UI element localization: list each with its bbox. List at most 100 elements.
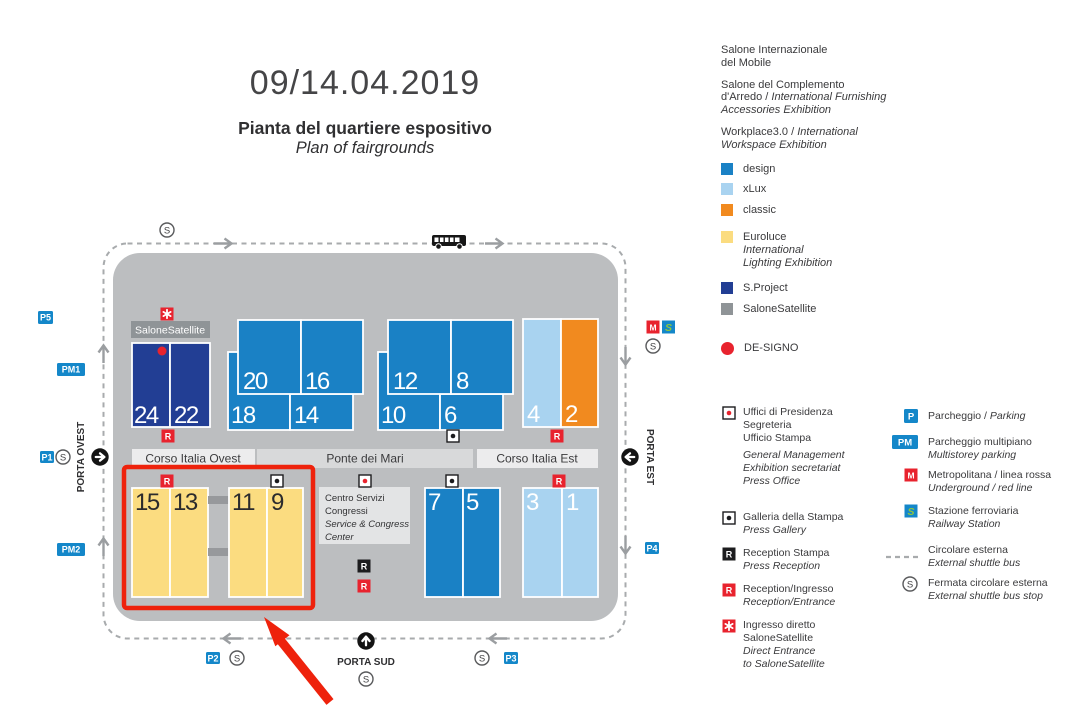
hall-label: 12	[393, 368, 418, 395]
satellite-direct-entrance-icon	[721, 618, 737, 634]
legend-item-press-reception: Reception Stampa Press Reception	[721, 547, 896, 573]
parking-icon: P	[904, 409, 918, 423]
legend-item-shuttle-line: Circolare esterna External shuttle bus	[884, 544, 1080, 570]
street-label: Ponte dei Mari	[326, 452, 403, 466]
reception-entrance-icon	[722, 583, 736, 597]
service-congress-center: Centro Servizi Congressi Service & Congr…	[319, 487, 410, 544]
hall-label: 6	[444, 402, 457, 429]
press-gallery-dot-icon	[270, 474, 284, 488]
legend-services: Uffici di Presidenza Segreteria Ufficio …	[721, 406, 896, 681]
hall-2: 2	[560, 318, 599, 428]
press-reception-icon	[722, 547, 736, 561]
hall-label: 4	[527, 401, 540, 428]
hall-13: 13	[169, 487, 209, 598]
event-dates: 09/14.04.2019	[249, 64, 481, 102]
hall-4: 4	[522, 318, 562, 428]
marker-pm1: PM1	[57, 363, 85, 376]
svg-text:P2: P2	[207, 653, 218, 663]
hall-14: 14	[289, 393, 354, 431]
category-label: classic	[743, 204, 777, 217]
shuttle-stop-icon	[358, 671, 374, 687]
marker-p1: P1	[40, 451, 54, 463]
svg-text:P5: P5	[40, 313, 51, 323]
marker-p2: P2	[206, 652, 220, 664]
street-corso-italia-ovest: Corso Italia Ovest	[132, 449, 255, 468]
shuttle-arrow-bottom-2	[222, 632, 243, 645]
railway-station-icon	[662, 320, 675, 334]
shuttle-arrow-top-2	[483, 237, 504, 250]
svg-text:P4: P4	[646, 543, 657, 553]
xlux-color-swatch	[721, 183, 733, 196]
hall-22: 22	[169, 342, 211, 429]
metro-icon	[904, 468, 918, 482]
highlight-rectangle	[121, 464, 316, 611]
category-label: SaloneSatellite	[743, 303, 817, 316]
legend-item-multistorey-parking: PM Parcheggio multipiano Multistorey park…	[884, 435, 1080, 462]
press-gallery-dot-icon	[446, 429, 460, 443]
hall-label: 24	[134, 402, 159, 429]
shuttle-arrow-right-1	[619, 345, 632, 366]
highlight-pointer-arrow	[264, 617, 334, 705]
legend-transport: P Parcheggio / Parking PM Parcheggio mul…	[884, 409, 1080, 616]
category-label: Euroluce International Lighting Exhibitio…	[743, 230, 833, 269]
hall-label: 14	[294, 402, 319, 429]
legend-category-sproject: S.Project	[721, 282, 1066, 295]
gate-label: PORTA SUD	[337, 657, 395, 668]
hall-label: 2	[565, 401, 578, 428]
marker-pm2: PM2	[57, 543, 85, 556]
legend-item-workplace: Workplace3.0 / International Workspace E…	[721, 125, 858, 151]
category-label: DE-SIGNO	[744, 341, 799, 354]
office-red-dot-icon	[358, 474, 372, 488]
centro-line: Service & Congress	[325, 519, 409, 530]
svg-text:P: P	[908, 412, 915, 423]
hall-15: 15	[131, 487, 171, 598]
hall-5: 5	[462, 487, 501, 598]
multistorey-parking-icon: PM	[892, 435, 918, 449]
press-gallery-dot-icon	[722, 511, 736, 525]
legend-item-reception-entrance: Reception/Ingresso Reception/Entrance	[721, 583, 896, 609]
legend-item-press-gallery: Galleria della Stampa Press Gallery	[721, 511, 896, 537]
shuttle-stop-icon	[474, 650, 490, 666]
street-label: Corso Italia Ovest	[145, 452, 241, 466]
legend-item-railway: Stazione ferroviaria Railway Station	[884, 504, 1080, 531]
legend-item-metro: Metropolitana / linea rossa Underground /…	[884, 468, 1080, 495]
hall-label: 20	[243, 368, 268, 395]
design-color-swatch	[721, 162, 733, 175]
svg-text:PM2: PM2	[62, 545, 81, 555]
hall-label: 1	[566, 489, 579, 516]
street-label: Corso Italia Est	[496, 452, 578, 466]
hall-label: 15	[135, 489, 160, 516]
hall-label: 7	[428, 489, 441, 516]
legend-category-design: design	[721, 162, 1066, 176]
bus-icon	[431, 234, 467, 250]
legend-category-salonesatellite: SaloneSatellite	[721, 303, 1066, 316]
gate-porta-sud: PORTA SUD	[337, 631, 395, 668]
hall-24: 24	[131, 342, 171, 429]
hall-3: 3	[522, 487, 563, 598]
shuttle-arrow-bottom-1	[488, 632, 509, 645]
metro-icon	[646, 320, 660, 334]
hall-11: 11	[228, 487, 268, 598]
shuttle-arrow-left-2	[97, 344, 110, 365]
category-label: S.Project	[743, 282, 788, 295]
marker-p5: P5	[38, 311, 53, 324]
category-label: xLux	[743, 183, 767, 196]
office-red-dot-icon	[722, 406, 736, 420]
shuttle-arrow-top-1	[212, 237, 233, 250]
hall-connector	[208, 548, 229, 556]
hall-label: 11	[232, 489, 255, 516]
shuttle-stop-icon	[902, 576, 918, 592]
gate-porta-ovest: PORTA OVEST	[76, 422, 110, 492]
hall-label: 10	[381, 402, 406, 429]
euroluce-color-swatch	[721, 230, 733, 243]
press-gallery-dot-icon	[445, 474, 459, 488]
hall-label: 5	[466, 489, 479, 516]
reception-entrance-icon	[550, 429, 564, 443]
shuttle-line-icon	[886, 555, 918, 558]
hall-label: 22	[174, 402, 199, 429]
shuttle-stop-icon	[229, 650, 245, 666]
hall-6: 6	[439, 393, 504, 431]
reception-entrance-icon	[160, 474, 174, 488]
